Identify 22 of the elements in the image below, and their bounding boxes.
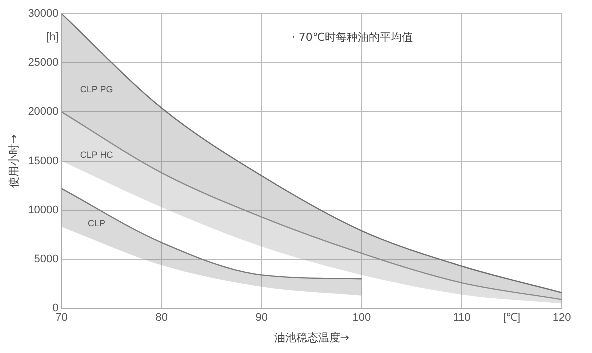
series-label: CLP PG: [80, 84, 114, 95]
y-axis-title: 使用小时→: [7, 134, 20, 188]
y-tick-label: 25000: [28, 57, 59, 70]
x-tick-label: 70: [56, 312, 68, 324]
y-tick-label: [h]: [46, 32, 59, 44]
y-tick-label: 0: [52, 302, 59, 315]
y-tick-label: 30000: [28, 8, 59, 20]
x-tick-label: 80: [156, 312, 168, 324]
x-tick-label: 90: [256, 312, 268, 324]
x-tick-label: [℃]: [503, 312, 521, 324]
x-tick-label: 100: [352, 312, 372, 324]
y-tick-label: 15000: [28, 155, 59, 168]
series-label: CLP: [88, 218, 106, 229]
y-tick-label: 5000: [34, 254, 59, 266]
series-label: CLP HC: [80, 150, 114, 160]
line-series: [62, 188, 363, 280]
x-axis-title: 油池稳态温度→: [274, 331, 350, 344]
x-tick-label: 110: [453, 312, 471, 324]
x-tick-label: 120: [552, 312, 572, 324]
y-tick-label: 20000: [28, 106, 59, 118]
y-tick-label: 10000: [28, 204, 59, 216]
annotation: · 70℃时每种油的平均值: [292, 30, 414, 44]
